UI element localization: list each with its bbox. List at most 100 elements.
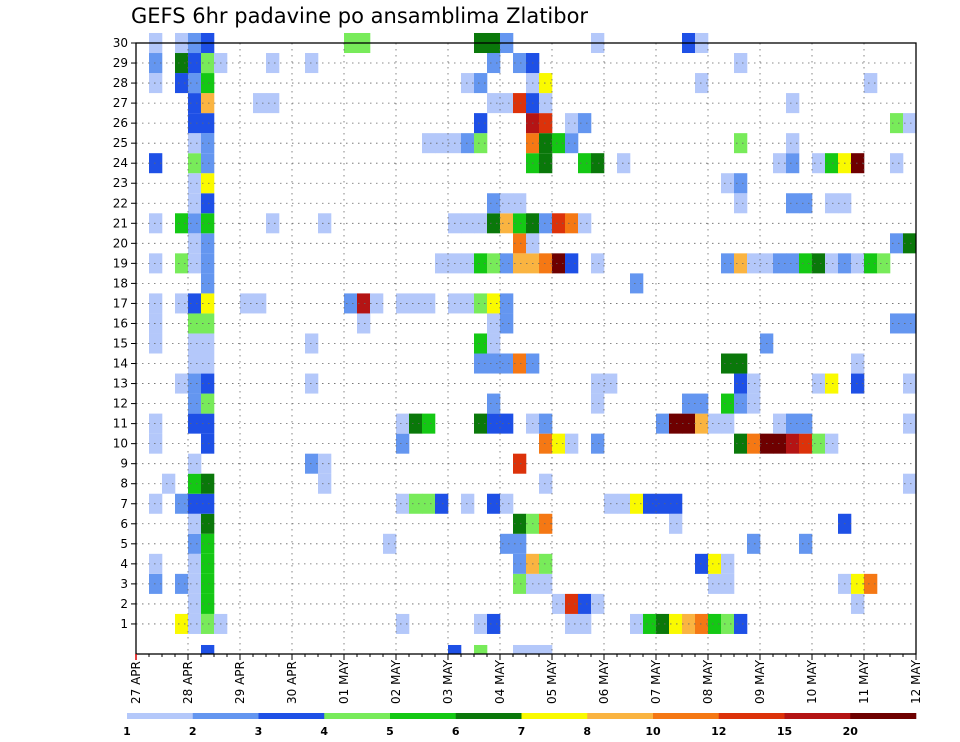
heatmap-cell <box>903 233 917 254</box>
heatmap-cell <box>422 133 436 154</box>
heatmap-cell <box>175 213 189 234</box>
y-tick-label: 11 <box>113 417 128 431</box>
heatmap-cell <box>669 493 683 514</box>
heatmap-cell <box>903 313 917 334</box>
heatmap-cell <box>201 593 215 614</box>
heatmap-cell <box>487 393 501 414</box>
heatmap-cell <box>591 253 605 274</box>
heatmap-cell <box>799 253 813 274</box>
heatmap-cell <box>201 233 215 254</box>
heatmap-cell <box>201 193 215 214</box>
heatmap-cell <box>175 253 189 274</box>
heatmap-cell <box>565 133 579 154</box>
heatmap-cell <box>409 493 423 514</box>
heatmap-cell <box>643 493 657 514</box>
heatmap-cell <box>188 53 202 74</box>
heatmap-cell <box>734 613 748 634</box>
grid-lines <box>135 42 917 654</box>
heatmap-cell <box>851 593 865 614</box>
heatmap-cell <box>188 233 202 254</box>
heatmap-cell <box>903 373 917 394</box>
y-tick-label: 12 <box>113 397 128 411</box>
y-tick-label: 1 <box>120 617 128 631</box>
heatmap-cell <box>851 353 865 374</box>
heatmap-cell <box>786 133 800 154</box>
x-tick-label: 05 MAY <box>545 659 559 704</box>
heatmap-cell <box>448 644 462 654</box>
heatmap-cell <box>539 133 553 154</box>
heatmap-cell <box>461 213 475 234</box>
heatmap-cell <box>539 473 553 494</box>
heatmap-cell <box>500 93 514 114</box>
heatmap-cell <box>695 553 709 574</box>
colorbar-label: 3 <box>255 725 263 738</box>
heatmap-cell <box>630 273 644 294</box>
heatmap-cell <box>513 453 527 474</box>
heatmap-cell <box>786 193 800 214</box>
heatmap-cell <box>578 593 592 614</box>
y-tick-label: 26 <box>113 116 128 130</box>
heatmap-cell <box>500 493 514 514</box>
heatmap-cell <box>474 353 488 374</box>
heatmap-cell <box>240 293 254 314</box>
heatmap-cell <box>149 413 163 434</box>
y-tick-label: 5 <box>120 537 128 551</box>
heatmap-cell <box>617 153 631 174</box>
x-tick-label: 30 APR <box>285 661 299 704</box>
heatmap-cell <box>669 413 683 434</box>
heatmap-cell <box>188 373 202 394</box>
heatmap-cell <box>539 213 553 234</box>
heatmap-cell <box>539 433 553 454</box>
heatmap-cell <box>812 253 826 274</box>
heatmap-cell <box>487 253 501 274</box>
heatmap-cell <box>188 313 202 334</box>
heatmap-cell <box>188 393 202 414</box>
heatmap-cell <box>500 193 514 214</box>
heatmap-cell <box>513 513 527 534</box>
heatmap-cell <box>149 313 163 334</box>
heatmap-cell <box>565 613 579 634</box>
x-tick-label: 11 MAY <box>857 659 871 704</box>
heatmap-cell <box>318 213 332 234</box>
heatmap-cell <box>201 433 215 454</box>
heatmap-cell <box>201 273 215 294</box>
heatmap-cell <box>721 573 735 594</box>
heatmap-cell <box>201 173 215 194</box>
heatmap-cell <box>487 313 501 334</box>
heatmap-cell <box>149 253 163 274</box>
y-tick-label: 13 <box>113 377 128 391</box>
heatmap-cell <box>305 373 319 394</box>
heatmap-cell <box>851 153 865 174</box>
heatmap-cell <box>799 533 813 554</box>
heatmap-cell <box>747 253 761 274</box>
x-tick-label: 07 MAY <box>649 659 663 704</box>
heatmap-cell <box>539 644 553 654</box>
heatmap-cell <box>656 413 670 434</box>
heatmap-cell <box>188 353 202 374</box>
heatmap-cell <box>799 433 813 454</box>
heatmap-cell <box>864 73 878 94</box>
heatmap-cell <box>786 413 800 434</box>
heatmap-cell <box>474 644 488 654</box>
heatmap-cell <box>487 353 501 374</box>
heatmap-cell <box>201 533 215 554</box>
heatmap-cell <box>474 253 488 274</box>
heatmap-cell <box>201 133 215 154</box>
heatmap-cell <box>422 493 436 514</box>
heatmap-cell <box>708 613 722 634</box>
heatmap-cell <box>188 253 202 274</box>
heatmap-cell <box>903 473 917 494</box>
heatmap-cell <box>734 353 748 374</box>
heatmap-cell <box>305 333 319 354</box>
heatmap-cell <box>149 213 163 234</box>
heatmap-cell <box>188 493 202 514</box>
heatmap-cell <box>266 213 280 234</box>
heatmap-cell <box>188 93 202 114</box>
heatmap-cell <box>890 113 904 134</box>
heatmap-cell <box>175 493 189 514</box>
heatmap-cell <box>266 53 280 74</box>
heatmap-cell <box>552 593 566 614</box>
heatmap-cell <box>539 413 553 434</box>
y-tick-label: 27 <box>113 96 128 110</box>
heatmap-cell <box>591 153 605 174</box>
